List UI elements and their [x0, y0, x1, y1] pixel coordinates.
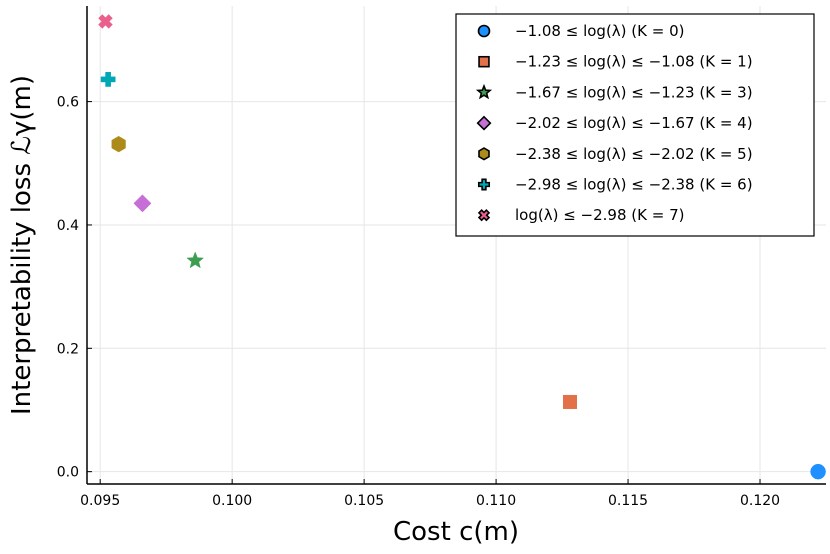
data-point-circle: [810, 463, 826, 480]
y-tick-label: 0.2: [57, 341, 79, 357]
data-point-star: [186, 251, 205, 269]
legend-marker-square: [478, 55, 490, 68]
data-point-xcross: [98, 14, 113, 29]
legend-label: log(λ) ≤ −2.98 (K = 7): [515, 206, 684, 224]
y-tick-label: 0.4: [57, 218, 79, 234]
x-axis-title: Cost c(m): [393, 517, 519, 547]
legend-label: −2.38 ≤ log(λ) ≤ −2.02 (K = 5): [515, 145, 753, 163]
x-tick-label: 0.105: [344, 493, 384, 509]
legend-box: [455, 13, 815, 237]
data-point-hexagon: [111, 135, 126, 153]
tick-labels: 0.095 0.100 0.105 0.110 0.115 0.120 0.0 0.2 0.4 0…: [57, 95, 780, 509]
legend: −1.08 ≤ log(λ) (K = 0) −1.23 ≤ log(λ) ≤ −…: [455, 13, 815, 237]
x-tick-label: 0.100: [212, 493, 252, 509]
y-tick-label: 0.6: [57, 95, 79, 111]
legend-marker-hexagon: [478, 147, 490, 161]
y-tick-label: 0.0: [57, 465, 79, 481]
legend-marker-cross: [477, 178, 491, 191]
axes: [86, 6, 826, 485]
legend-marker-circle: [477, 24, 491, 38]
legend-label: −1.08 ≤ log(λ) (K = 0): [515, 22, 684, 40]
legend-label: −1.67 ≤ log(λ) ≤ −1.23 (K = 3): [515, 83, 753, 101]
data-point-diamond: [133, 194, 152, 213]
x-tick-label: 0.095: [80, 493, 120, 509]
data-point-cross: [100, 72, 116, 87]
data-point-square: [562, 394, 577, 409]
legend-label: −2.98 ≤ log(λ) ≤ −2.38 (K = 6): [515, 176, 753, 194]
data-points: [98, 14, 826, 480]
x-tick-label: 0.120: [740, 493, 780, 509]
x-tick-label: 0.115: [608, 493, 648, 509]
x-tick-label: 0.110: [476, 493, 516, 509]
y-axis-title: Interpretability loss ℒγ(m): [7, 75, 37, 415]
legend-marker-xcross: [477, 209, 491, 222]
legend-label: −1.23 ≤ log(λ) ≤ −1.08 (K = 1): [515, 53, 753, 71]
legend-marker-star: [475, 83, 493, 100]
legend-label: −2.02 ≤ log(λ) ≤ −1.67 (K = 4): [515, 114, 753, 132]
legend-marker-diamond: [476, 115, 492, 131]
